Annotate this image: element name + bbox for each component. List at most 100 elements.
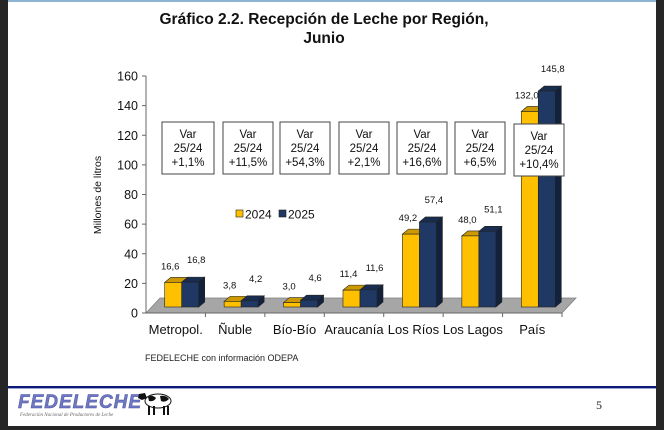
variation-text: +6,5% [464, 157, 497, 169]
legend-label-2025: 2025 [288, 208, 315, 222]
variation-text: +10,4% [519, 159, 558, 171]
variation-text: +1,1% [172, 157, 205, 169]
y-tick-label: 40 [124, 247, 138, 261]
variation-box: Var 25/24 +2,1% [338, 121, 390, 175]
variation-text: Var [355, 129, 372, 141]
variation-box-frame [513, 123, 565, 177]
variation-text: +16,6% [402, 157, 441, 169]
y-tick-label: 100 [117, 158, 138, 172]
bar-front [419, 221, 437, 308]
y-tick-label: 160 [117, 70, 138, 84]
x-category-label: Ñuble [218, 322, 252, 337]
fedeleche-logo: FEDELECHE Federación Nacional de Product… [18, 388, 172, 424]
variation-box: Var 25/24 +6,5% [454, 121, 506, 175]
bar-front [342, 289, 361, 308]
data-label: 16,8 [187, 255, 206, 266]
variation-box-frame [279, 121, 331, 175]
variation-text: 25/24 [291, 143, 320, 155]
bar-side [554, 85, 562, 308]
page-number: 5 [596, 398, 602, 412]
bar-front [283, 302, 301, 308]
variation-annotations: Var 25/24 +1,1% Var 25/24 +11,5% Var 25/24 +54,3… [161, 121, 565, 177]
variation-text: Var [471, 129, 488, 141]
logo-wordmark: FEDELECHE [18, 392, 143, 414]
x-category-label: País [519, 322, 546, 337]
data-label: 4,6 [308, 273, 321, 284]
x-category-label: Los Lagos [443, 322, 503, 337]
bar-2025-6 [537, 85, 563, 308]
x-axis-categories: Metropol. Ñuble Bío-Bío Araucanía Los Ríos Lo… [149, 322, 546, 337]
footer-rule [8, 386, 656, 388]
legend-label-2024: 2024 [245, 208, 272, 222]
footer-rule-shadow [8, 388, 656, 389]
bar-front [402, 233, 420, 308]
bar-front [461, 235, 480, 308]
y-tick-label: 140 [117, 99, 138, 113]
bar-front [300, 299, 318, 308]
variation-text: 25/24 [174, 143, 203, 155]
data-labels: 16,6 16,8 3,8 4,2 3,0 4,6 11,4 11,6 49,2 57,4 48,0… [161, 64, 565, 293]
bar-2025-5 [478, 225, 503, 308]
bar-2025-0 [180, 276, 206, 308]
variation-box: Var 25/24 +54,3% [279, 121, 331, 175]
bar-2025-2 [299, 294, 325, 308]
y-tick-label: 0 [131, 307, 138, 321]
chart-title: Gráfico 2.2. Recepción de Leche por Regi… [0, 10, 664, 48]
variation-text: 25/24 [525, 145, 554, 157]
x-category-label: Araucanía [324, 322, 384, 337]
data-label: 11,6 [366, 263, 384, 274]
bar-front [223, 301, 242, 308]
data-label: 4,2 [249, 274, 262, 285]
variation-box-frame [338, 121, 390, 175]
bar-front [181, 281, 200, 308]
x-category-label: Metropol. [149, 322, 203, 337]
x-category-label: Bío-Bío [273, 322, 316, 337]
bars [163, 85, 563, 308]
variation-text: Var [239, 129, 256, 141]
data-label: 16,6 [161, 261, 180, 272]
legend-swatch-2024 [235, 209, 244, 218]
data-label: 11,4 [340, 269, 358, 280]
variation-text: Var [179, 129, 196, 141]
variation-text: 25/24 [408, 143, 437, 155]
bar-2025-4 [418, 216, 444, 308]
legend-swatch-2025 [278, 209, 287, 218]
variation-box: Var 25/24 +1,1% [161, 121, 215, 175]
bar-front [240, 300, 259, 308]
variation-box-frame [454, 121, 506, 175]
y-tick-label: 60 [124, 218, 138, 232]
x-category-label: Los Ríos [388, 322, 440, 337]
bar-2025-3 [359, 284, 384, 308]
y-tick-label: 80 [124, 188, 138, 202]
variation-box-frame [396, 121, 448, 175]
chart-title-line2: Junio [303, 30, 345, 47]
variation-text: +54,3% [285, 157, 324, 169]
y-axis-label-group: Millones de litros [92, 156, 104, 234]
data-label: 145,8 [541, 64, 565, 75]
logo-subtitle: Federación Nacional de Productores de Le… [20, 413, 114, 418]
variation-text: +2,1% [348, 157, 381, 169]
variation-text: 25/24 [466, 143, 495, 155]
data-label: 3,0 [282, 282, 295, 293]
cow-icon [138, 393, 172, 415]
data-label: 132,0 [515, 90, 539, 101]
bar-front [537, 90, 556, 308]
data-label: 57,4 [425, 195, 444, 206]
variation-box-frame [222, 121, 274, 175]
bar-front [164, 282, 183, 308]
y-axis: 0 20 40 60 80 100 120 140 160 [117, 70, 563, 321]
legend: 2024 2025 [235, 208, 315, 222]
bar-front [478, 231, 497, 308]
bar-front [359, 289, 378, 308]
bar-side [436, 216, 443, 308]
bar-side [495, 225, 503, 308]
source-note: FEDELECHE con información ODEPA [145, 353, 299, 363]
variation-text: Var [530, 131, 547, 143]
y-tick-label: 120 [117, 129, 138, 143]
variation-text: +11,5% [229, 157, 267, 169]
y-tick-label: 20 [124, 277, 138, 291]
variation-box-frame [161, 121, 215, 175]
data-label: 3,8 [223, 280, 236, 291]
y-axis-label: Millones de litros [92, 156, 104, 234]
